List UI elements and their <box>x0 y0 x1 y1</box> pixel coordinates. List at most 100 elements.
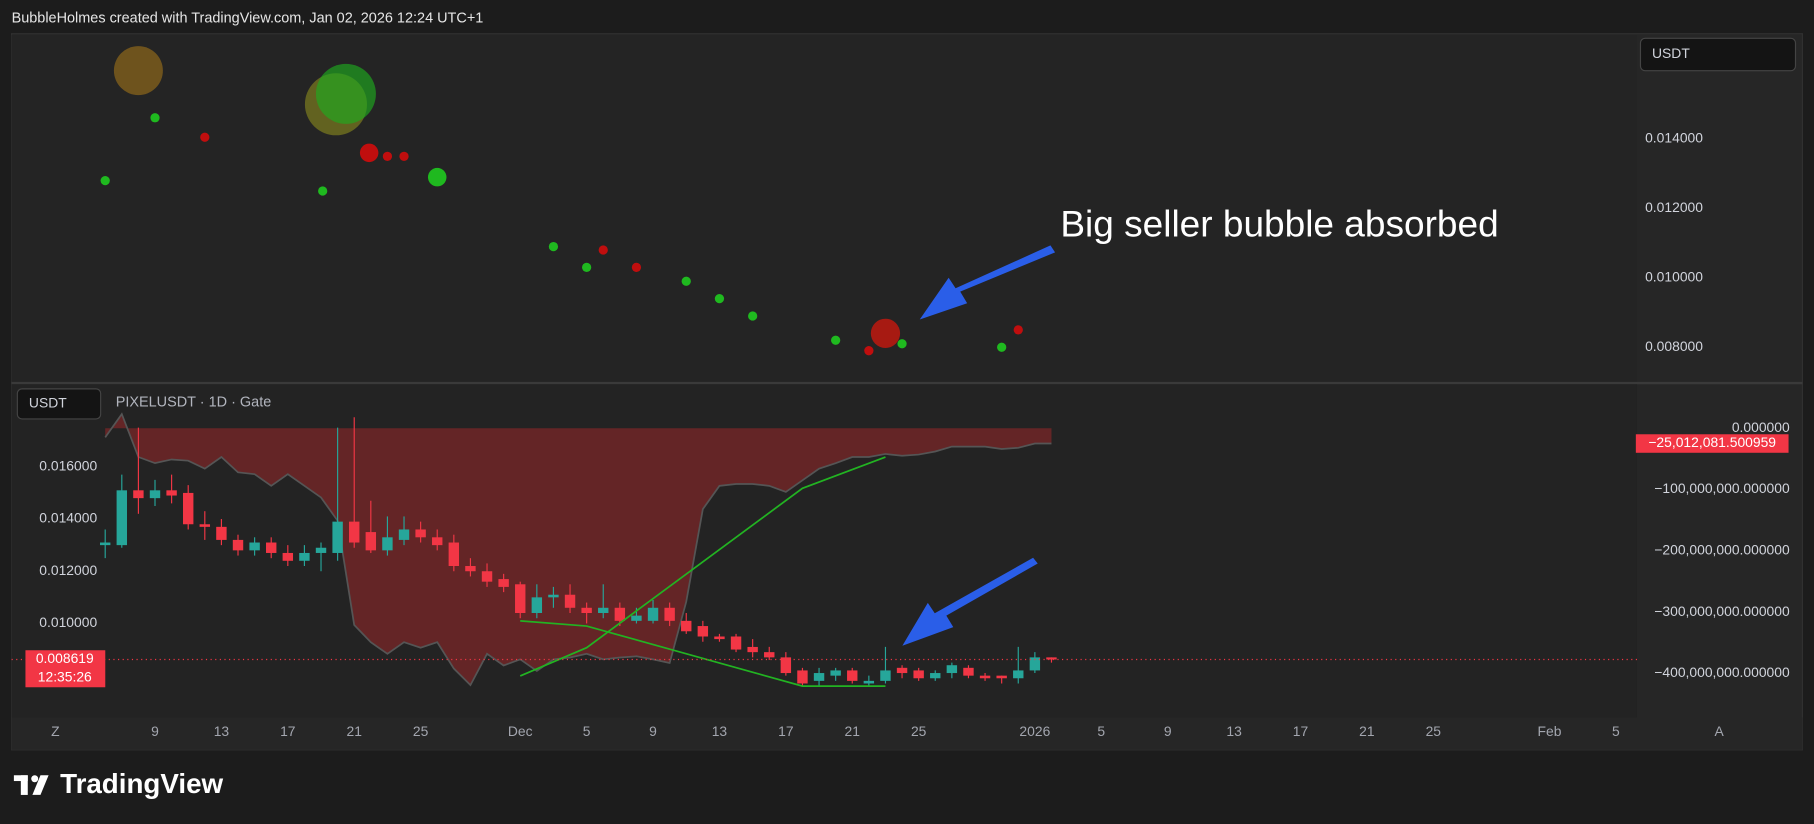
candle-body <box>398 529 410 540</box>
candle-body <box>930 673 941 679</box>
top-plot <box>100 46 1023 356</box>
candle-body <box>183 492 194 525</box>
candle-body <box>1013 670 1024 679</box>
bottom-plot <box>11 412 1637 687</box>
candle-body <box>349 521 360 543</box>
y-tick-label: 0.014000 <box>1645 130 1703 146</box>
currency-button[interactable] <box>16 388 102 420</box>
x-tick-label: 13 <box>712 723 728 739</box>
time-axis <box>11 717 1803 750</box>
candle-body <box>548 594 559 598</box>
candle-body <box>315 547 327 553</box>
bubble <box>548 241 559 252</box>
annotation-arrow <box>919 245 1056 320</box>
candle-body <box>631 615 642 621</box>
bubble <box>831 335 841 345</box>
candle-body <box>764 652 775 658</box>
auto-scale-button[interactable]: A <box>1715 723 1725 739</box>
x-tick-label: 21 <box>1359 723 1375 739</box>
currency-label: USDT <box>1652 45 1690 61</box>
bubble <box>598 245 608 255</box>
candle-body <box>282 552 294 561</box>
x-tick-label: Z <box>51 723 60 739</box>
bubble <box>100 175 110 186</box>
bubble <box>864 346 874 356</box>
x-tick-label: Feb <box>1538 723 1562 739</box>
candle-body <box>266 542 277 553</box>
divergence-line <box>519 456 886 677</box>
header-text: BubbleHolmes created with TradingView.co… <box>12 10 484 26</box>
candle-body <box>332 521 343 553</box>
candle-body <box>415 529 426 538</box>
bubble <box>681 276 691 286</box>
candle-body <box>747 646 758 653</box>
annotation-arrow <box>902 557 1038 646</box>
bubble <box>399 151 409 161</box>
candle-body <box>299 552 310 561</box>
candle-body <box>1029 657 1041 671</box>
logo-text: TradingView <box>60 768 223 799</box>
price-marker <box>25 650 106 688</box>
bubble <box>318 186 328 196</box>
x-tick-label: 9 <box>649 723 657 739</box>
candle-body <box>697 626 709 637</box>
bubble <box>427 167 447 187</box>
delta-marker <box>1635 434 1789 453</box>
x-tick-label: 9 <box>1164 723 1172 739</box>
candle-body <box>481 571 493 582</box>
candle-body <box>946 665 958 674</box>
candle-body <box>465 566 476 572</box>
y-tick-label: 0.008000 <box>1645 338 1703 354</box>
candle-body <box>564 594 576 608</box>
candle-body <box>598 607 609 614</box>
candle-body <box>963 667 974 676</box>
x-tick-label: 17 <box>280 723 296 739</box>
logo-mark <box>31 775 39 783</box>
bubble <box>870 318 901 348</box>
y-tick-label: 0.014000 <box>39 510 97 526</box>
logo: TradingView <box>13 768 224 799</box>
candle-body <box>199 524 211 527</box>
bubble <box>631 262 642 273</box>
annotation: Big seller bubble absorbed <box>1060 203 1498 245</box>
candle-body <box>664 607 675 621</box>
candle-body <box>996 675 1007 679</box>
candle-body <box>813 673 825 681</box>
currency-button[interactable] <box>1639 37 1797 72</box>
logo-mark <box>32 775 49 795</box>
x-tick-label: 25 <box>1426 723 1442 739</box>
candle-body <box>714 636 725 640</box>
x-tick-label: 17 <box>1293 723 1309 739</box>
y-tick-label: 0.010000 <box>39 614 97 630</box>
y-tick-label: 0.012000 <box>39 562 97 578</box>
x-tick-label: 5 <box>583 723 591 739</box>
x-tick-label: 13 <box>1226 723 1242 739</box>
x-tick-label: 5 <box>1612 723 1620 739</box>
price-marker-label: 0.008619 <box>36 650 94 666</box>
currency-label: USDT <box>29 395 67 411</box>
x-tick-label: 9 <box>151 723 159 739</box>
candle-body <box>515 584 526 614</box>
candle-body <box>498 579 509 587</box>
x-tick-label: 13 <box>214 723 230 739</box>
countdown-label: 12:35:26 <box>38 669 92 685</box>
bubble <box>748 311 758 321</box>
candle-body <box>249 542 260 551</box>
x-tick-label: 21 <box>346 723 362 739</box>
candle-body <box>797 670 808 684</box>
bubble <box>113 46 163 96</box>
candle-body <box>365 532 377 551</box>
bubble <box>1013 325 1023 335</box>
candle-body <box>133 490 144 499</box>
candle-body <box>99 542 111 546</box>
candle-body <box>432 537 443 546</box>
candle-body <box>581 607 592 614</box>
y2-tick-label: −300,000,000.000000 <box>1654 603 1790 619</box>
delta-marker-label: −25,012,081.500959 <box>1648 434 1776 450</box>
x-tick-label: 25 <box>413 723 429 739</box>
x-tick-label: 5 <box>1097 723 1105 739</box>
bubble <box>714 293 725 304</box>
bubble <box>382 151 393 161</box>
candle-body <box>780 657 792 674</box>
